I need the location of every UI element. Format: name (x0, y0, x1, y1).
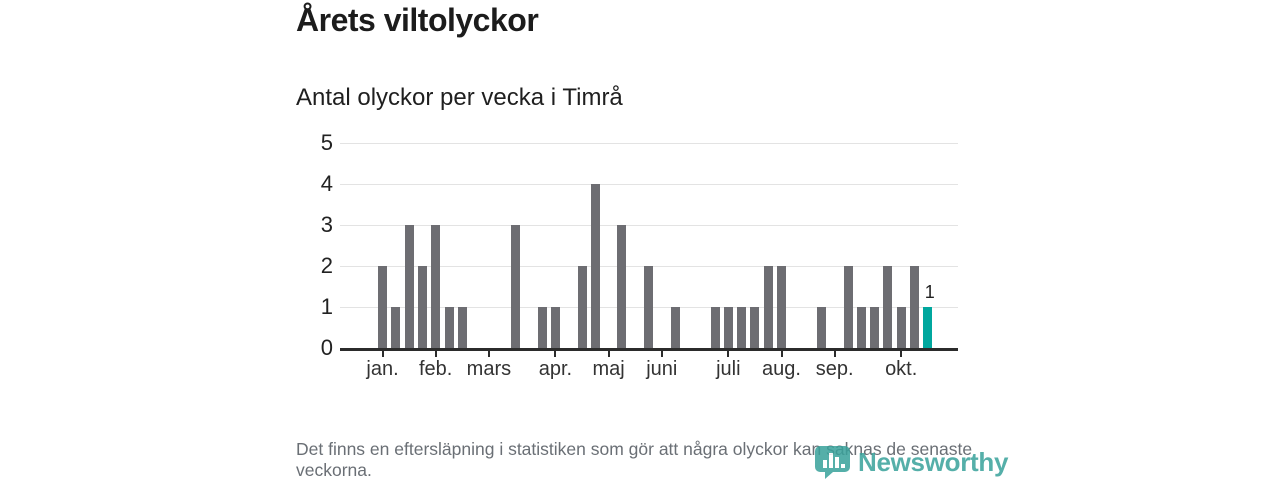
gridline-y-4 (340, 184, 958, 185)
highlight-value-label: 1 (924, 282, 935, 302)
bar-week-40 (896, 307, 906, 348)
x-axis-tick-okt (900, 351, 903, 357)
bar-week-1 (378, 266, 387, 348)
x-axis-label-juni: juni (646, 358, 678, 380)
y-axis-label-2: 2 (320, 253, 333, 278)
x-axis-tick-aug (780, 351, 783, 357)
gridline-y-5 (340, 143, 958, 144)
x-axis-label-apr: apr. (538, 358, 573, 380)
bar-week-11 (511, 225, 520, 348)
footnote: Det finns en eftersläpning i statistiken… (296, 439, 973, 480)
gridline-y-3 (340, 225, 958, 226)
bar-week-34 (816, 307, 826, 348)
bar-week-31 (777, 266, 786, 348)
bar-week-29 (750, 307, 760, 348)
bar-chart-bubble-icon (815, 446, 850, 479)
bar-week-5 (431, 225, 441, 348)
y-axis-label-4: 4 (320, 171, 333, 196)
bar-chart-plot-area (340, 143, 958, 351)
y-axis-label-5: 5 (320, 130, 333, 155)
bar-week-23 (670, 307, 680, 348)
x-axis-label-jan: jan. (366, 358, 399, 380)
y-axis-label-1: 1 (320, 294, 333, 319)
bar-week-21 (644, 266, 653, 348)
x-axis-tick-feb (434, 351, 437, 357)
x-axis-label-juli: juli (716, 358, 741, 380)
x-axis-label-maj: maj (592, 358, 625, 380)
bar-week-17 (590, 184, 600, 348)
x-axis-label-mars: mars (466, 358, 512, 380)
bar-week-38 (870, 307, 880, 348)
x-axis-label-okt: okt. (885, 358, 918, 380)
bar-week-28 (737, 307, 747, 348)
bar-week-3 (404, 225, 414, 348)
bar-week-7 (457, 307, 467, 348)
x-axis-tick-juli (727, 351, 730, 357)
x-axis-tick-mars (487, 351, 490, 357)
bar-week-4 (417, 266, 427, 348)
bar-week-19 (617, 225, 627, 348)
y-axis-label-0: 0 (320, 335, 333, 360)
x-axis-tick-juni (660, 351, 663, 357)
bar-week-16 (577, 266, 587, 348)
bar-week-13 (537, 307, 547, 348)
bar-week-37 (856, 307, 866, 348)
newsworthy-logo-text: Newsworthy (858, 446, 1009, 477)
y-axis-label-3: 3 (320, 212, 333, 237)
x-axis-label-aug: aug. (762, 358, 801, 380)
newsworthy-logo: Newsworthy (814, 445, 1008, 479)
bar-week-2 (391, 307, 401, 348)
bar-week-27 (723, 307, 733, 348)
x-axis-tick-apr (554, 351, 557, 357)
bar-week-6 (444, 307, 454, 348)
bar-week-30 (763, 266, 773, 348)
bar-week-36 (843, 266, 853, 348)
chart-subtitle: Antal olyckor per vecka i Timrå (296, 84, 623, 111)
bar-week-26 (710, 307, 720, 348)
x-axis-label-feb: feb. (419, 358, 453, 380)
x-axis-tick-maj (607, 351, 610, 357)
highlighted-bar-week-42 (923, 307, 933, 348)
bar-week-14 (550, 307, 560, 348)
bar-week-39 (883, 266, 893, 348)
x-axis-label-sep: sep. (815, 358, 854, 380)
chart-title: Årets viltolyckor (296, 2, 539, 38)
x-axis-tick-sep (833, 351, 836, 357)
bar-week-41 (910, 266, 919, 348)
x-axis-tick-jan (381, 351, 384, 357)
